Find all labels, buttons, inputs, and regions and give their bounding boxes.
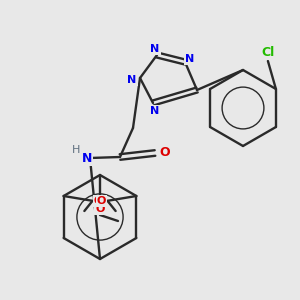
Text: N: N xyxy=(150,44,160,54)
Text: N: N xyxy=(82,152,92,164)
Text: N: N xyxy=(128,75,136,85)
Text: O: O xyxy=(95,204,105,214)
Text: N: N xyxy=(185,54,195,64)
Text: H: H xyxy=(72,145,80,155)
Text: O: O xyxy=(160,146,170,160)
Text: Cl: Cl xyxy=(261,46,274,59)
Text: N: N xyxy=(150,106,160,116)
Text: O: O xyxy=(94,196,103,206)
Text: O: O xyxy=(97,196,106,206)
